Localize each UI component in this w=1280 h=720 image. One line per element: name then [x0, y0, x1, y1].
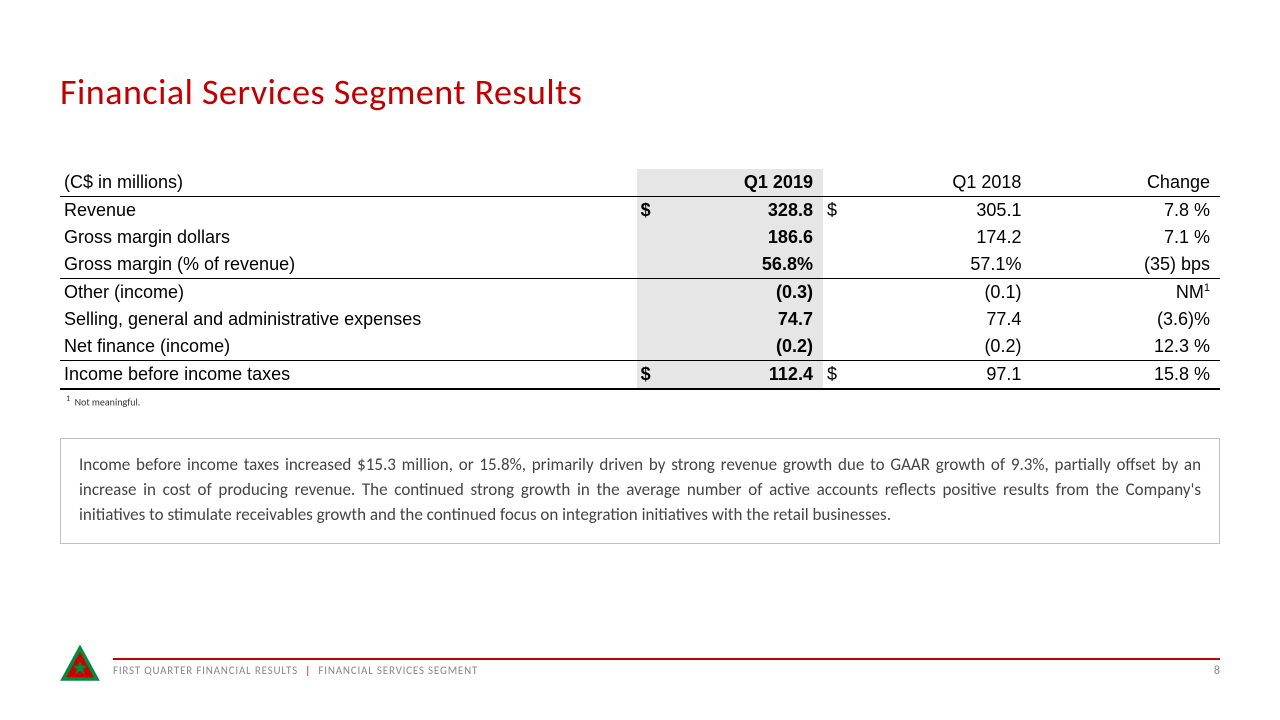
financial-table-wrap: (C$ in millions) Q1 2019 Q1 2018 Change … [60, 169, 1220, 408]
footer-line: FIRST QUARTER FINANCIAL RESULTS | FINANC… [113, 658, 1220, 678]
footnote-text: Not meaningful. [75, 395, 141, 408]
footnote-marker: 1 [66, 394, 70, 404]
cell-q1-2019: 74.7 [668, 306, 823, 333]
col-q1-2018: Q1 2018 [854, 169, 1031, 197]
cell-q1-2019: (0.3) [668, 279, 823, 307]
cell-change: 7.1 % [1031, 224, 1220, 251]
row-label: Gross margin dollars [60, 224, 637, 251]
currency-symbol: $ [823, 361, 854, 390]
footnote: 1 Not meaningful. [60, 394, 1220, 408]
row-label: Revenue [60, 197, 637, 225]
currency-symbol: $ [637, 361, 668, 390]
slide: Financial Services Segment Results (C$ i… [0, 0, 1280, 720]
cell-q1-2018: (0.1) [854, 279, 1031, 307]
cell-change: 7.8 % [1031, 197, 1220, 225]
footer-separator-icon: | [305, 664, 311, 677]
currency-symbol [823, 333, 854, 361]
cell-change: 12.3 % [1031, 333, 1220, 361]
table-row: Net finance (income)(0.2)(0.2)12.3 % [60, 333, 1220, 361]
currency-symbol: $ [637, 197, 668, 225]
cell-q1-2019: (0.2) [668, 333, 823, 361]
cell-q1-2018: 305.1 [854, 197, 1031, 225]
currency-symbol [637, 333, 668, 361]
currency-symbol: $ [823, 197, 854, 225]
slide-footer: FIRST QUARTER FINANCIAL RESULTS | FINANC… [60, 645, 1220, 690]
cell-q1-2019: 112.4 [668, 361, 823, 390]
currency-symbol [637, 306, 668, 333]
table-row: Selling, general and administrative expe… [60, 306, 1220, 333]
cell-q1-2019: 56.8% [668, 251, 823, 279]
cell-q1-2018: 77.4 [854, 306, 1031, 333]
row-label: Income before income taxes [60, 361, 637, 390]
cell-q1-2019: 186.6 [668, 224, 823, 251]
table-row: Gross margin dollars 186.6 174.27.1 % [60, 224, 1220, 251]
page-number: 8 [1214, 664, 1220, 678]
table-row: Gross margin (% of revenue) 56.8% 57.1%(35… [60, 251, 1220, 279]
row-label: Net finance (income) [60, 333, 637, 361]
cell-change: 15.8 % [1031, 361, 1220, 390]
table-row: Revenue$328.8$305.17.8 % [60, 197, 1220, 225]
footer-right: FINANCIAL SERVICES SEGMENT [318, 664, 478, 677]
table-row: Other (income) (0.3) (0.1)NM1 [60, 279, 1220, 307]
cell-q1-2019: 328.8 [668, 197, 823, 225]
commentary-box: Income before income taxes increased $15… [60, 438, 1220, 544]
cell-change: (35) bps [1031, 251, 1220, 279]
header-label: (C$ in millions) [60, 169, 637, 197]
footer-left: FIRST QUARTER FINANCIAL RESULTS [113, 664, 298, 677]
col-q1-2019: Q1 2019 [668, 169, 823, 197]
table-total-row: Income before income taxes$112.4$97.115.… [60, 361, 1220, 390]
currency-symbol [637, 224, 668, 251]
currency-symbol [823, 251, 854, 279]
footer-breadcrumb: FIRST QUARTER FINANCIAL RESULTS | FINANC… [113, 664, 478, 677]
cell-q1-2018: 97.1 [854, 361, 1031, 390]
cell-change: NM1 [1031, 279, 1220, 307]
company-logo-icon [60, 645, 105, 690]
row-label: Selling, general and administrative expe… [60, 306, 637, 333]
cell-q1-2018: (0.2) [854, 333, 1031, 361]
row-label: Gross margin (% of revenue) [60, 251, 637, 279]
row-label: Other (income) [60, 279, 637, 307]
cell-q1-2018: 57.1% [854, 251, 1031, 279]
page-title: Financial Services Segment Results [60, 70, 1220, 114]
currency-symbol [637, 279, 668, 307]
currency-symbol [823, 279, 854, 307]
col-change: Change [1031, 169, 1220, 197]
currency-symbol [823, 224, 854, 251]
financial-table: (C$ in millions) Q1 2019 Q1 2018 Change … [60, 169, 1220, 390]
cell-q1-2018: 174.2 [854, 224, 1031, 251]
currency-symbol [823, 306, 854, 333]
currency-symbol [637, 251, 668, 279]
table-header-row: (C$ in millions) Q1 2019 Q1 2018 Change [60, 169, 1220, 197]
superscript-marker: 1 [1204, 282, 1210, 294]
cell-change: (3.6)% [1031, 306, 1220, 333]
